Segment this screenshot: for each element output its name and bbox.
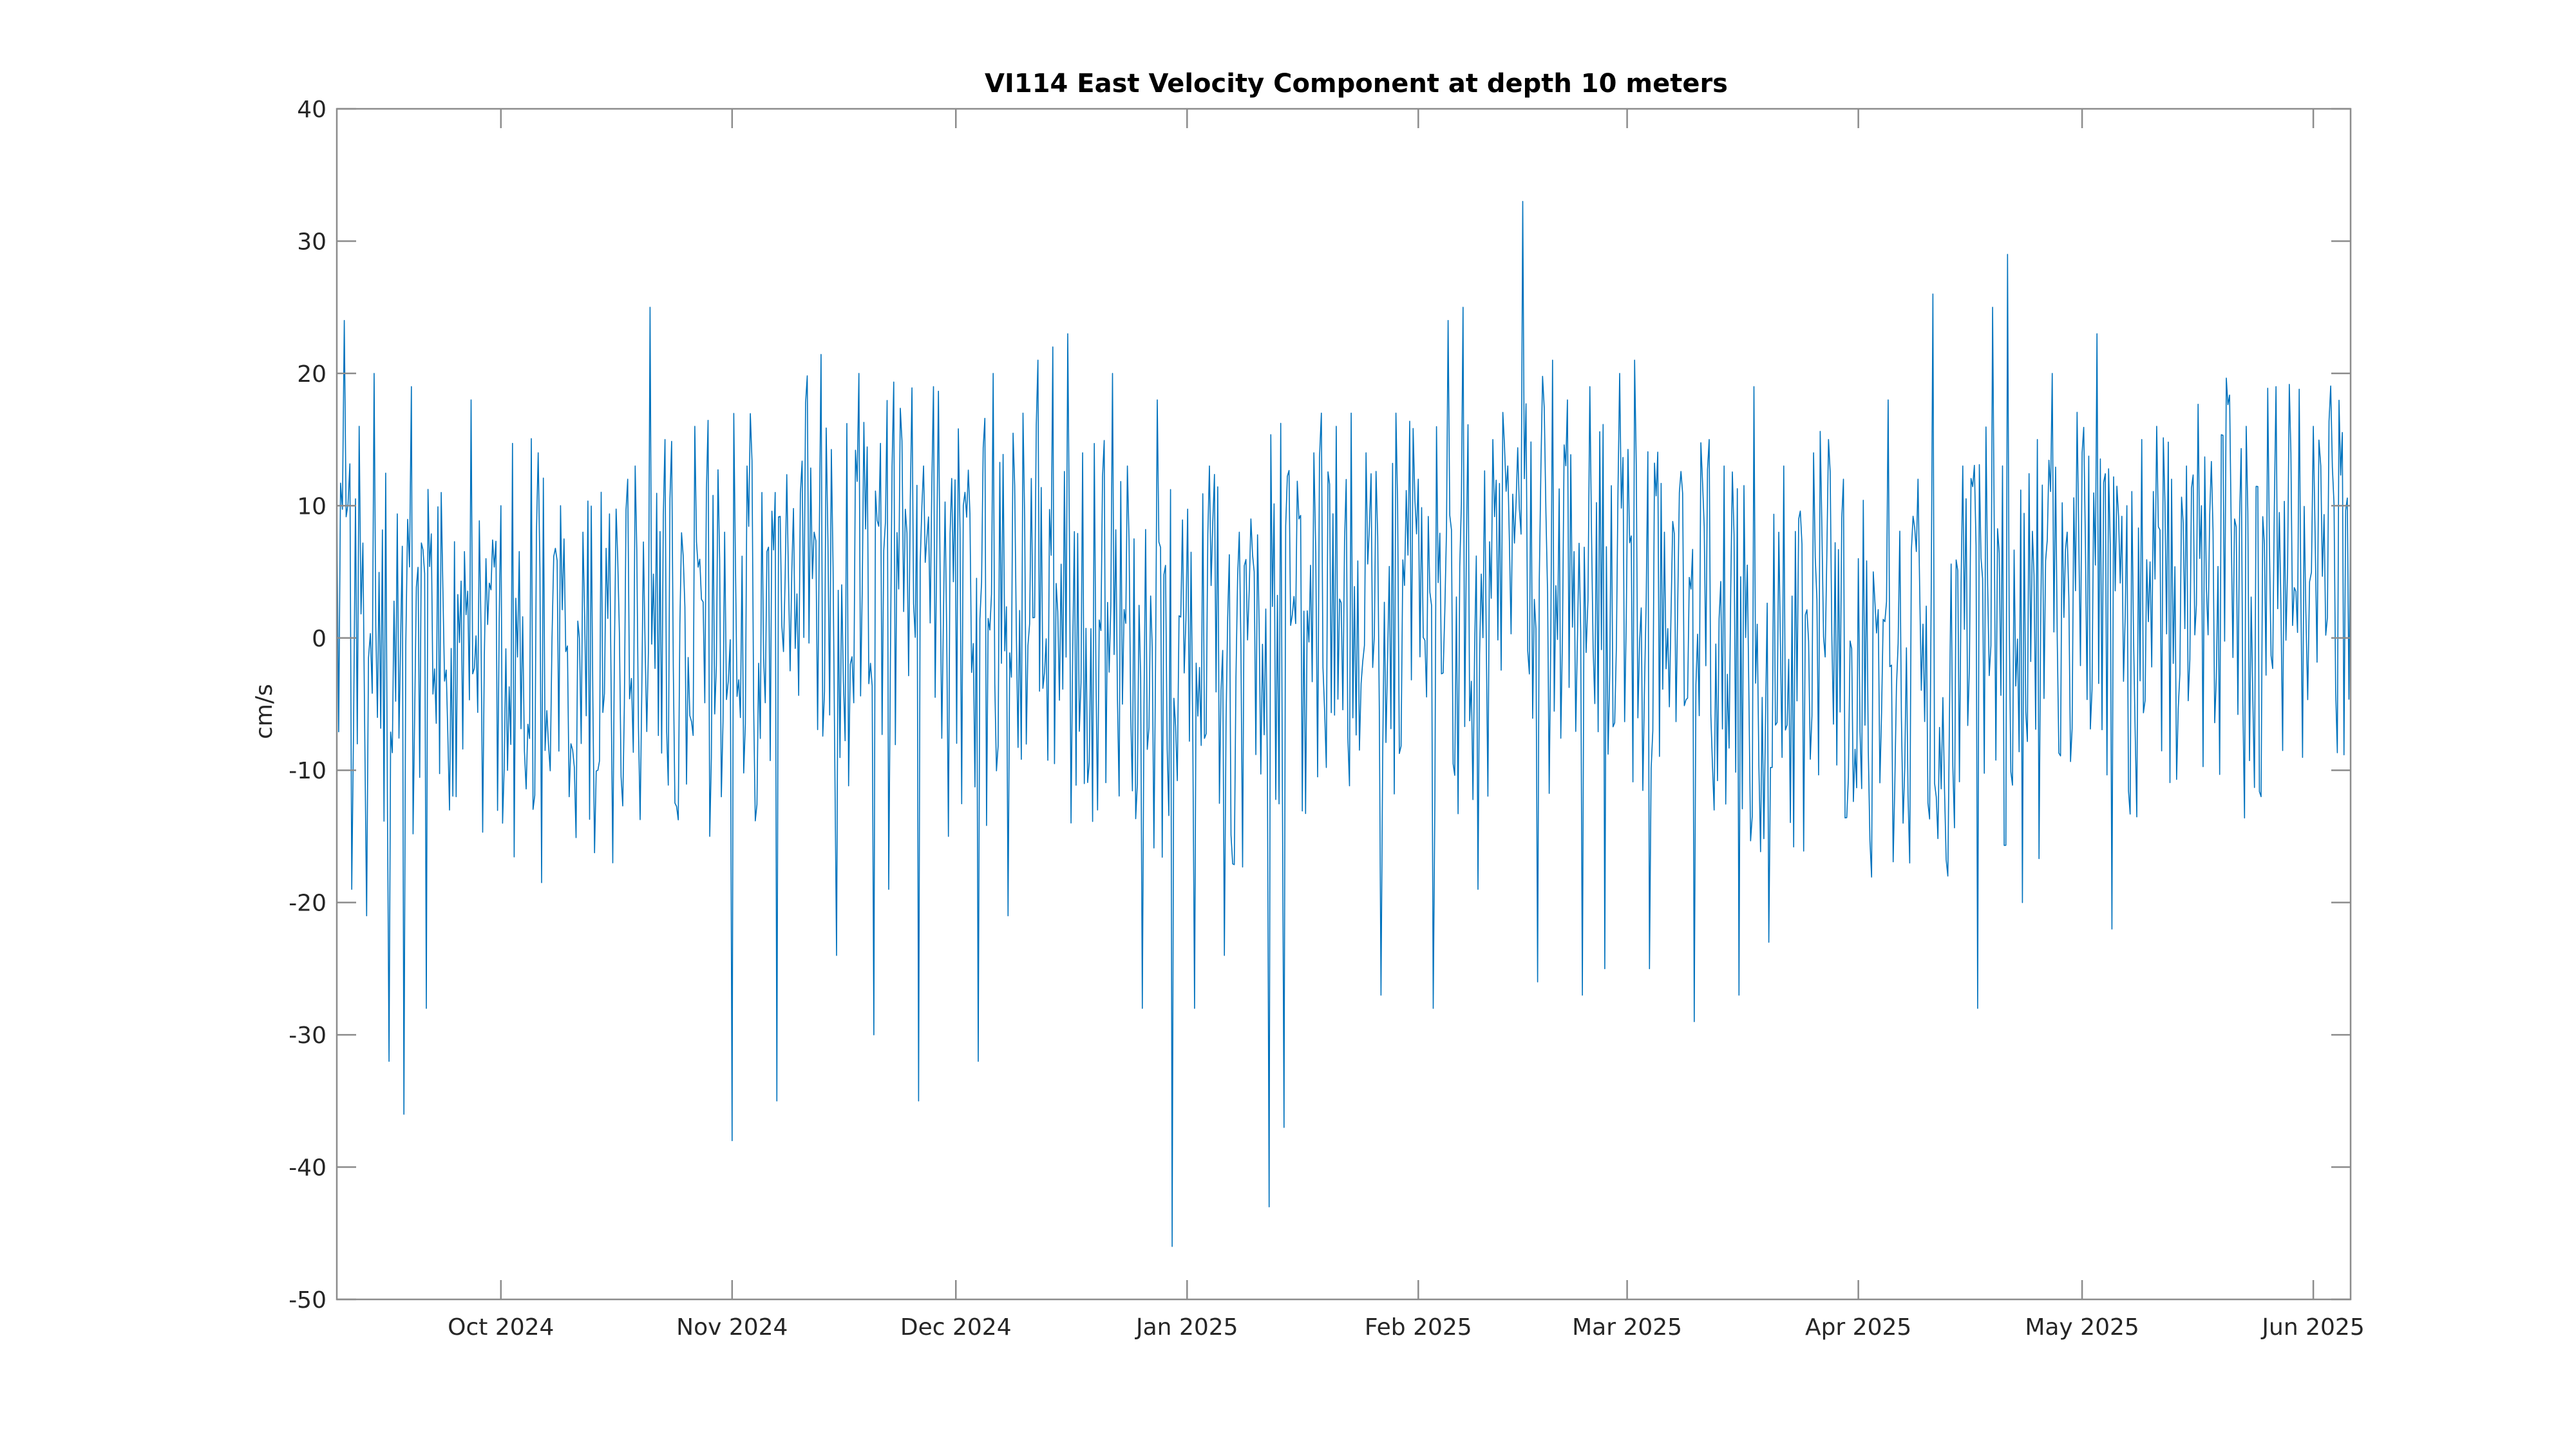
y-tick-label: 40 [297,97,327,123]
x-tick-label: Apr 2025 [1805,1314,1911,1341]
series-layer [336,201,2351,1247]
y-tick-label: -50 [289,1287,327,1314]
y-axis-label: cm/s [251,684,278,739]
x-tick-label: Nov 2024 [676,1314,788,1341]
x-tick-label: May 2025 [2025,1314,2139,1341]
series-line [336,201,2351,1247]
y-tick-label: -10 [289,758,327,784]
y-tick-label: -20 [289,891,327,917]
x-tick-label: Mar 2025 [1572,1314,1682,1341]
x-tick-label: Oct 2024 [448,1314,554,1341]
y-tick-label: 0 [312,626,327,652]
chart-title: VI114 East Velocity Component at depth 1… [985,69,1728,99]
x-tick-label: Jun 2025 [2260,1314,2364,1341]
y-tick-label: 20 [297,361,327,388]
x-tick-label: Jan 2025 [1135,1314,1238,1341]
plot-area-border [336,108,2352,1301]
x-tick-label: Dec 2024 [900,1314,1012,1341]
y-tick-label: -40 [289,1155,327,1182]
x-tick-label: Feb 2025 [1365,1314,1472,1341]
axes-layer: 40 30 20 10 0 -10 -20 -30 -40 -50 Oct 2024 Nov 2024… [289,97,2365,1341]
y-tick-label: 30 [297,229,327,255]
y-tick-label: 10 [297,493,327,520]
y-tick-label: -30 [289,1023,327,1049]
